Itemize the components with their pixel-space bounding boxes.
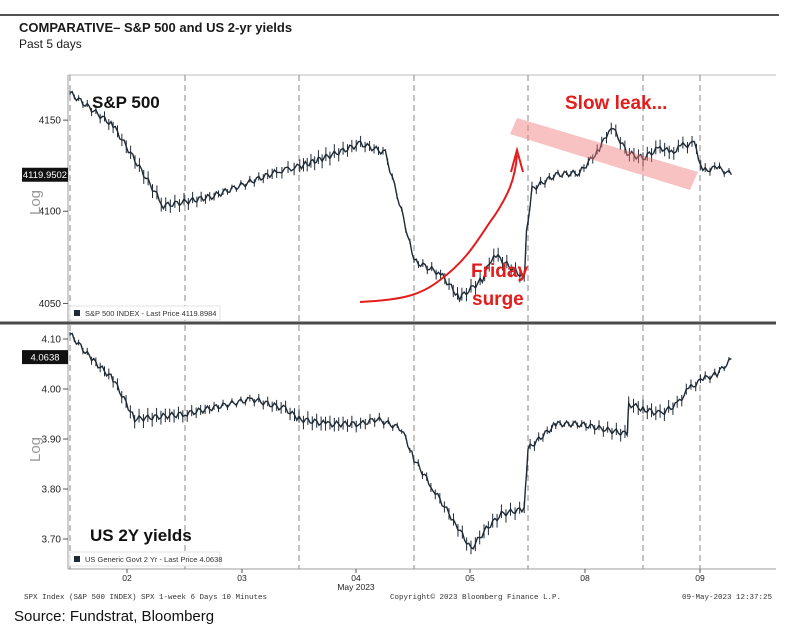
friday-surge-arrow <box>359 154 518 303</box>
x-tick-label: 05 <box>465 573 475 583</box>
sp500-legend-text: S&P 500 INDEX - Last Price 4119.8984 <box>85 309 216 318</box>
us2y-price-line <box>69 332 732 550</box>
source-note: Source: Fundstrat, Bloomberg <box>14 608 215 625</box>
us2y-y-tick-label: 3.80 <box>42 485 62 496</box>
us2y-panel-title: US 2Y yields <box>90 526 192 545</box>
chart-title: COMPARATIVE– S&P 500 and US 2-yr yields <box>19 20 293 35</box>
sp500-y-tick-label: 4100 <box>39 207 62 218</box>
slow-leak-annotation: Slow leak... <box>565 93 667 114</box>
friday-surge-arrowhead <box>510 146 524 173</box>
us2y-last-price-tag <box>22 350 68 365</box>
us2y-legend-text: US Generic Govt 2 Yr - Last Price 4.0638 <box>85 555 222 564</box>
slow-leak-band <box>510 118 698 190</box>
sp500-legend-swatch <box>74 310 80 316</box>
sp500-last-price-label: 4119.9502 <box>23 170 67 181</box>
surge-annotation: surge <box>472 289 524 310</box>
x-tick-label: 08 <box>580 573 590 583</box>
x-tick-label: 02 <box>122 573 132 583</box>
chart-subtitle: Past 5 days <box>19 37 82 51</box>
sp500-y-tick-label: 4050 <box>39 299 62 310</box>
us2y-legend-swatch <box>74 556 80 562</box>
sp500-legend-box <box>69 305 221 321</box>
sp500-y-tick-label: 4150 <box>39 116 62 127</box>
us2y-y-tick-label: 3.90 <box>42 435 62 446</box>
x-tick-label: 04 <box>351 573 361 583</box>
us2y-last-price-label: 4.0638 <box>30 353 59 364</box>
sp500-axis-label: Log <box>27 190 44 215</box>
us2y-legend-box <box>69 551 221 567</box>
us2y-y-tick-label: 4.10 <box>42 335 62 346</box>
x-tick-label: 03 <box>237 573 247 583</box>
x-month-label: May 2023 <box>337 582 375 592</box>
footer-left: SPX Index (S&P 500 INDEX) SPX 1-week 6 D… <box>24 594 267 602</box>
footer-center: Copyright© 2023 Bloomberg Finance L.P. <box>390 593 561 602</box>
us2y-y-tick-label: 4.00 <box>42 385 62 396</box>
sp500-last-price-tag <box>22 167 68 182</box>
x-tick-label: 09 <box>695 573 705 583</box>
footer-right: 09-May-2023 12:37:25 <box>682 594 773 602</box>
us2y-y-tick-label: 3.70 <box>42 535 62 546</box>
sp500-panel-title: S&P 500 <box>92 93 160 112</box>
sp500-price-line <box>69 90 733 303</box>
friday-annotation: Friday <box>471 261 528 282</box>
comparative-chart: 4150 4100 4050 Log 4119.9502 S&P 500 S&P 500 I… <box>0 14 779 602</box>
us2y-axis-label: Log <box>27 437 44 462</box>
